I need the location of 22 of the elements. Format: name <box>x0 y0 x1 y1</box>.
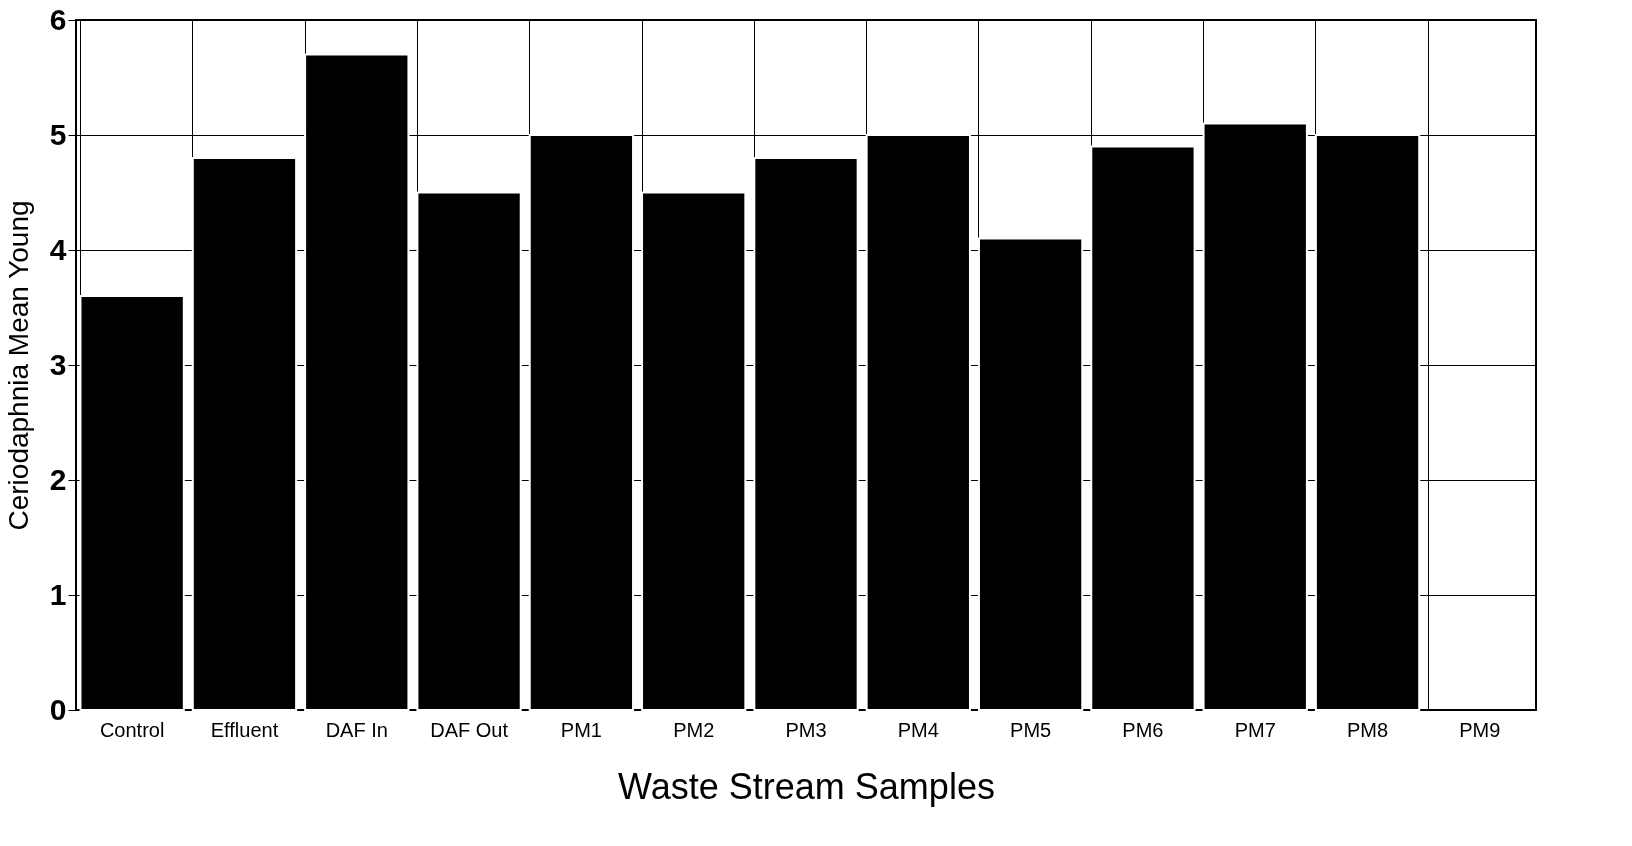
x-tick-label: PM6 <box>1122 718 1164 741</box>
y-tick-label: 2 <box>49 462 67 496</box>
x-tick-label: PM7 <box>1234 718 1276 741</box>
y-tick-label: 6 <box>49 2 67 36</box>
y-axis-title: Ceriodaphnia Mean Young <box>2 200 34 531</box>
x-tick-label: DAF In <box>325 718 388 741</box>
y-tick-label: 5 <box>49 117 67 151</box>
x-tick-label: PM1 <box>560 718 602 741</box>
y-tick-label: 4 <box>49 232 67 266</box>
x-axis-title: Waste Stream Samples <box>618 765 995 807</box>
x-tick-label: Effluent <box>210 718 279 741</box>
x-tick-label: PM9 <box>1459 718 1501 741</box>
x-tick-label: PM4 <box>897 718 939 741</box>
x-tick-label: DAF Out <box>430 718 509 741</box>
y-tick-label: 3 <box>49 347 67 381</box>
x-tick-label: Control <box>99 718 165 741</box>
y-tick-label: 0 <box>49 692 67 726</box>
x-tick-label: PM5 <box>1010 718 1052 741</box>
x-tick-label: PM8 <box>1346 718 1389 741</box>
x-tick-label: PM2 <box>673 718 715 741</box>
y-tick-label: 1 <box>49 577 67 611</box>
x-tick-label: PM3 <box>785 718 827 741</box>
